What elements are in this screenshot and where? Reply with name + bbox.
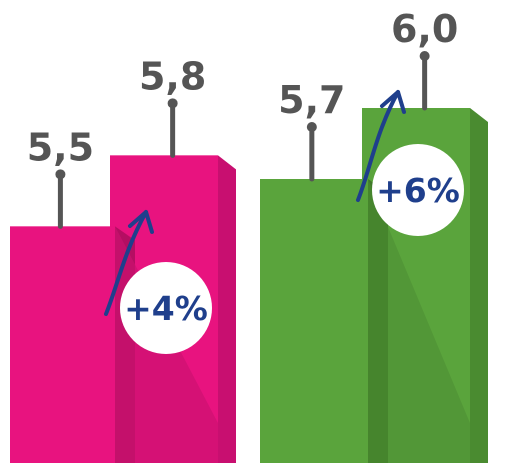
change-badge-1: [372, 144, 464, 236]
bar-shadow-1: [368, 179, 470, 463]
change-badge-0: [120, 262, 212, 354]
growth-arrow-0: [104, 210, 148, 316]
bar-1-0: [260, 179, 368, 463]
growth-arrow-head-0: [128, 210, 154, 234]
growth-arrow-1: [356, 90, 400, 202]
value-stem-dot-0-1: [167, 98, 178, 109]
growth-arrow-head-1: [380, 90, 406, 114]
bar-side-1-1: [470, 108, 488, 463]
bar-0-0: [10, 226, 115, 463]
value-label-1-1: 6,0: [391, 7, 458, 51]
change-label-0: +4%: [124, 289, 208, 328]
change-label-1: +6%: [376, 171, 460, 210]
value-stem-dot-0-0: [55, 169, 66, 180]
bar-side-1-0: [368, 179, 388, 463]
value-stem-dot-1-1: [419, 51, 430, 61]
bar-side-0-1: [218, 155, 236, 463]
value-label-0-0: 5,5: [27, 125, 94, 169]
value-label-1-0: 5,7: [278, 78, 345, 122]
value-stem-dot-1-0: [306, 122, 317, 132]
value-label-0-1: 5,8: [139, 54, 206, 98]
